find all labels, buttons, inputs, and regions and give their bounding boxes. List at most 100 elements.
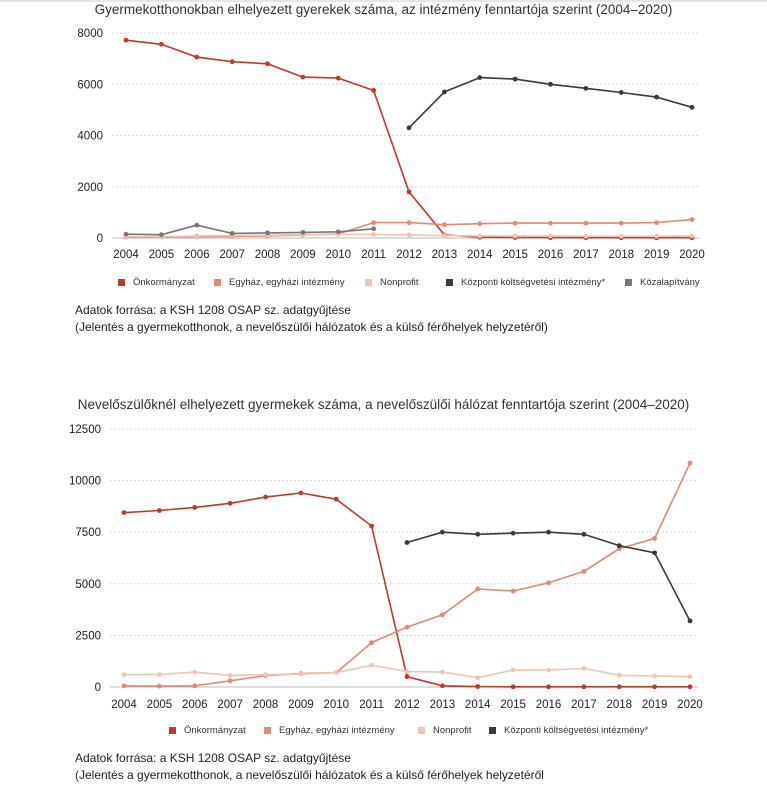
series-onkormanyzat-point (333, 496, 339, 502)
legend-swatch (118, 279, 125, 286)
series-kozponti-koltsegvetesi-intezmeny-point (477, 75, 483, 80)
x-tick-label: 2013 (430, 699, 456, 711)
source-line-1: Adatok forrása: a KSH 1208 OSAP sz. adat… (75, 303, 351, 317)
legend-item-kozalapitvany: Közalapítvány (625, 277, 700, 288)
series-onkormanyzat-point (404, 674, 410, 680)
x-tick-label: 2007 (219, 249, 245, 261)
series-kozponti-koltsegvetesi-intezmeny-point (510, 530, 516, 536)
series-onkormanyzat-point (192, 505, 198, 510)
legend-label: Nonprofit (433, 725, 472, 736)
x-tick-label: 2012 (394, 699, 420, 711)
x-tick-label: 2004 (113, 249, 139, 261)
y-tick-label: 0 (95, 682, 101, 694)
series-nonprofit-point (406, 232, 412, 238)
x-tick-label: 2010 (325, 249, 351, 261)
series-egyhaz-egyhazi-intezmeny-point (548, 220, 553, 226)
chart-gyermekotthonok: Gyermekotthonokban elhelyezett gyerekek … (0, 0, 767, 340)
chart-title: Gyermekotthonokban elhelyezett gyerekek … (94, 2, 673, 17)
top-divider (0, 0, 767, 2)
x-tick-label: 2015 (502, 249, 528, 261)
series-nonprofit-point (512, 233, 518, 239)
x-tick-label: 2013 (432, 249, 458, 261)
legend-label: Nonprofit (380, 277, 419, 288)
x-tick-label: 2020 (679, 249, 705, 261)
series-nonprofit-point (227, 673, 233, 678)
series-nonprofit-point (192, 669, 198, 675)
series-kozponti-koltsegvetesi-intezmeny-point (406, 125, 412, 131)
series-egyhaz-egyhazi-intezmeny-point (512, 220, 518, 226)
series-kozponti-koltsegvetesi-intezmeny-point (616, 543, 622, 549)
series-kozalapitvany-line (125, 224, 374, 236)
legend-label: Központi költségvetési intézmény* (461, 277, 606, 288)
series-kozponti-koltsegvetesi-intezmeny-point (404, 540, 410, 545)
series-egyhaz-egyhazi-intezmeny-line (123, 462, 691, 688)
legend-item-egyhaz-egyhazi-intezmeny: Egyház, egyházi intézmény (264, 725, 395, 736)
series-egyhaz-egyhazi-intezmeny-point (439, 612, 445, 618)
y-tick-label: 0 (97, 233, 103, 245)
legend-item-nonprofit: Nonprofit (365, 277, 419, 288)
series-onkormanyzat-point (265, 61, 270, 67)
series-egyhaz-egyhazi-intezmeny-point (406, 220, 412, 226)
series-onkormanyzat-point (229, 59, 235, 65)
y-tick-label: 6000 (77, 79, 103, 91)
legend-swatch (625, 279, 632, 286)
series-nonprofit-point (548, 233, 553, 239)
y-tick-label: 2000 (77, 182, 103, 194)
series-onkormanyzat-point (121, 510, 127, 515)
x-tick-label: 2008 (255, 249, 281, 261)
series-kozponti-koltsegvetesi-intezmeny-point (652, 550, 658, 556)
x-tick-label: 2005 (149, 249, 175, 261)
x-tick-label: 2017 (573, 249, 599, 261)
series-egyhaz-egyhazi-intezmeny-point (369, 640, 375, 646)
series-onkormanyzat-point (158, 41, 164, 47)
x-tick-label: 2004 (111, 699, 137, 711)
series-onkormanyzat-line (123, 492, 690, 688)
y-tick-label: 8000 (77, 28, 103, 40)
series-egyhaz-egyhazi-intezmeny-point (121, 683, 127, 689)
x-tick-label: 2008 (253, 699, 279, 711)
series-onkormanyzat-point (298, 490, 304, 496)
series-kozalapitvany-point (371, 226, 377, 232)
series-onkormanyzat-point (369, 523, 375, 529)
series-nonprofit-point (477, 233, 483, 239)
legend-label: Egyház, egyházi intézmény (279, 725, 395, 736)
series-kozalapitvany-point (194, 222, 200, 228)
series-kozalapitvany-point (300, 229, 306, 235)
series-nonprofit-point (439, 669, 445, 675)
legend-swatch (214, 279, 221, 286)
series-nonprofit-point (333, 670, 339, 675)
x-tick-label: 2012 (396, 249, 422, 261)
series-nonprofit-point (298, 671, 304, 677)
legend-label: Önkormányzat (133, 277, 195, 288)
series-kozalapitvany-point (265, 230, 270, 236)
legend-swatch (446, 279, 453, 286)
chart-legend: Önkormányzat Egyház, egyházi intézmény Non… (0, 725, 767, 739)
series-kozponti-koltsegvetesi-intezmeny-point (512, 76, 518, 82)
series-egyhaz-egyhazi-intezmeny-point (192, 683, 198, 689)
y-tick-label: 12500 (69, 424, 101, 436)
x-tick-label: 2007 (217, 699, 243, 711)
x-tick-label: 2015 (500, 699, 526, 711)
series-kozponti-koltsegvetesi-intezmeny-point (618, 90, 624, 95)
legend-item-onkormanyzat: Önkormányzat (169, 725, 246, 736)
series-egyhaz-egyhazi-intezmeny-point (477, 221, 483, 227)
series-kozponti-koltsegvetesi-intezmeny-point (689, 104, 695, 110)
x-tick-label: 2018 (606, 699, 632, 711)
series-nonprofit-point (546, 667, 551, 673)
y-tick-label: 10000 (69, 476, 101, 488)
series-onkormanyzat-point (510, 684, 516, 690)
series-nonprofit-point (441, 233, 447, 239)
series-egyhaz-egyhazi-intezmeny-point (441, 222, 447, 228)
x-tick-label: 2016 (538, 249, 564, 261)
source-line-1: Adatok forrása: a KSH 1208 OSAP sz. adat… (75, 751, 351, 765)
legend-item-kozponti-koltsegvetesi-intezmeny: Központi költségvetési intézmény* (446, 277, 605, 288)
series-kozponti-koltsegvetesi-intezmeny-point (439, 529, 445, 535)
legend-swatch (418, 727, 425, 734)
series-nonprofit-point (689, 233, 695, 239)
x-tick-label: 2010 (323, 699, 349, 711)
x-tick-label: 2017 (571, 699, 597, 711)
x-tick-label: 2016 (536, 699, 562, 711)
series-nonprofit-point (194, 233, 200, 239)
series-egyhaz-egyhazi-intezmeny-point (371, 220, 377, 226)
x-tick-label: 2009 (290, 249, 316, 261)
